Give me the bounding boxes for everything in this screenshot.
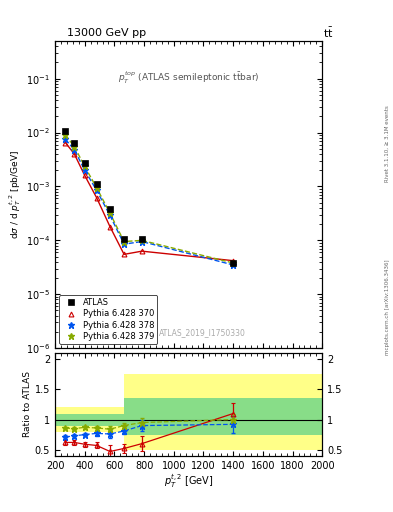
Pythia 6.428 379 xyxy=(231,260,235,266)
Pythia 6.428 379 xyxy=(94,184,99,190)
Pythia 6.428 379 xyxy=(63,132,68,138)
Pythia 6.428 378 xyxy=(140,239,144,245)
Pythia 6.428 370 xyxy=(72,151,77,157)
Line: Pythia 6.428 370: Pythia 6.428 370 xyxy=(63,140,236,263)
Legend: ATLAS, Pythia 6.428 370, Pythia 6.428 378, Pythia 6.428 379: ATLAS, Pythia 6.428 370, Pythia 6.428 37… xyxy=(59,295,157,344)
Pythia 6.428 379 xyxy=(83,163,87,169)
Pythia 6.428 378 xyxy=(108,212,112,219)
Pythia 6.428 378 xyxy=(94,187,99,194)
Pythia 6.428 378 xyxy=(72,146,77,153)
Pythia 6.428 378 xyxy=(63,136,68,142)
Pythia 6.428 379 xyxy=(140,237,144,243)
Pythia 6.428 370 xyxy=(83,173,87,179)
Pythia 6.428 378 xyxy=(231,262,235,268)
X-axis label: $p_T^{t,2}$ [GeV]: $p_T^{t,2}$ [GeV] xyxy=(164,473,213,490)
Y-axis label: Ratio to ATLAS: Ratio to ATLAS xyxy=(23,372,32,437)
ATLAS xyxy=(231,260,235,266)
ATLAS xyxy=(72,140,77,146)
ATLAS xyxy=(108,206,112,212)
Line: ATLAS: ATLAS xyxy=(62,129,236,266)
Line: Pythia 6.428 379: Pythia 6.428 379 xyxy=(62,132,237,266)
Text: t$\bar{\mathrm{t}}$: t$\bar{\mathrm{t}}$ xyxy=(323,26,334,40)
Line: Pythia 6.428 378: Pythia 6.428 378 xyxy=(62,136,237,268)
Pythia 6.428 370 xyxy=(108,224,112,230)
Pythia 6.428 370 xyxy=(231,258,235,264)
Pythia 6.428 379 xyxy=(122,239,127,245)
ATLAS xyxy=(140,236,144,242)
ATLAS xyxy=(63,129,68,135)
Pythia 6.428 379 xyxy=(108,210,112,216)
Y-axis label: d$\sigma$ / d $p_T^{t,2}$ [pb/GeV]: d$\sigma$ / d $p_T^{t,2}$ [pb/GeV] xyxy=(7,150,23,239)
Pythia 6.428 370 xyxy=(140,248,144,254)
Pythia 6.428 370 xyxy=(94,195,99,201)
Pythia 6.428 378 xyxy=(83,167,87,173)
Text: Rivet 3.1.10, ≥ 3.1M events: Rivet 3.1.10, ≥ 3.1M events xyxy=(385,105,389,182)
Pythia 6.428 370 xyxy=(122,251,127,258)
Pythia 6.428 379 xyxy=(72,143,77,150)
Text: ATLAS_2019_I1750330: ATLAS_2019_I1750330 xyxy=(158,328,246,337)
ATLAS xyxy=(94,181,99,187)
ATLAS xyxy=(83,160,87,166)
ATLAS xyxy=(122,236,127,242)
Text: $p_T^{top}$ (ATLAS semileptonic t$\bar{\mathrm{t}}$bar): $p_T^{top}$ (ATLAS semileptonic t$\bar{\… xyxy=(118,70,259,86)
Pythia 6.428 370 xyxy=(63,140,68,146)
Text: 13000 GeV pp: 13000 GeV pp xyxy=(67,28,146,38)
Pythia 6.428 378 xyxy=(122,241,127,247)
Text: mcplots.cern.ch [arXiv:1306.3436]: mcplots.cern.ch [arXiv:1306.3436] xyxy=(385,260,389,355)
